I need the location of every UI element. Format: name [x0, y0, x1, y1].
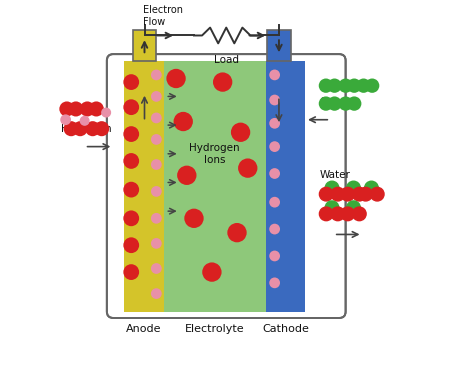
Circle shape — [338, 78, 353, 93]
Circle shape — [269, 197, 280, 208]
Circle shape — [319, 187, 333, 201]
Text: Water: Water — [319, 170, 350, 180]
Circle shape — [370, 187, 384, 201]
Circle shape — [166, 69, 186, 88]
Circle shape — [64, 121, 79, 136]
Circle shape — [328, 96, 342, 111]
Circle shape — [365, 78, 379, 93]
Text: Load: Load — [214, 55, 239, 65]
Bar — [164, 60, 266, 311]
Circle shape — [319, 207, 333, 221]
Circle shape — [59, 101, 74, 116]
Circle shape — [184, 209, 204, 228]
Circle shape — [151, 70, 162, 80]
Text: Cathode: Cathode — [262, 324, 309, 335]
Circle shape — [68, 101, 83, 116]
Circle shape — [341, 187, 355, 201]
Circle shape — [319, 96, 333, 111]
Circle shape — [269, 95, 280, 105]
Circle shape — [269, 141, 280, 152]
Circle shape — [346, 181, 360, 195]
Circle shape — [123, 237, 139, 253]
Circle shape — [338, 96, 353, 111]
Circle shape — [269, 168, 280, 179]
Circle shape — [73, 121, 88, 136]
Circle shape — [347, 78, 361, 93]
FancyBboxPatch shape — [107, 54, 346, 318]
Circle shape — [325, 201, 339, 214]
Circle shape — [328, 78, 342, 93]
Text: Hydrogen
Ions: Hydrogen Ions — [190, 143, 240, 165]
Circle shape — [151, 263, 162, 274]
Circle shape — [173, 112, 193, 131]
Circle shape — [151, 288, 162, 299]
Circle shape — [94, 121, 109, 136]
Circle shape — [231, 123, 250, 142]
Circle shape — [331, 187, 345, 201]
Bar — [133, 30, 156, 60]
Circle shape — [123, 74, 139, 90]
Circle shape — [238, 158, 257, 178]
Circle shape — [151, 91, 162, 102]
Circle shape — [269, 70, 280, 80]
Circle shape — [177, 165, 197, 185]
Bar — [267, 30, 291, 60]
Circle shape — [102, 108, 110, 117]
Circle shape — [325, 181, 339, 195]
Circle shape — [359, 187, 373, 201]
Circle shape — [80, 116, 89, 125]
Circle shape — [353, 207, 366, 221]
Circle shape — [228, 223, 246, 242]
Circle shape — [269, 251, 280, 261]
Circle shape — [356, 78, 371, 93]
Text: Electrolyte: Electrolyte — [185, 324, 245, 335]
Text: Oxygen: Oxygen — [319, 97, 360, 107]
Circle shape — [347, 96, 361, 111]
Circle shape — [269, 224, 280, 235]
Circle shape — [151, 134, 162, 145]
Circle shape — [353, 187, 366, 201]
Circle shape — [365, 181, 378, 195]
Circle shape — [151, 113, 162, 123]
Circle shape — [151, 186, 162, 197]
Circle shape — [151, 159, 162, 170]
Text: Hydrogen: Hydrogen — [61, 124, 111, 134]
Circle shape — [151, 213, 162, 224]
Circle shape — [151, 238, 162, 249]
Circle shape — [341, 207, 355, 221]
Circle shape — [80, 101, 95, 116]
Circle shape — [269, 277, 280, 288]
Circle shape — [319, 78, 333, 93]
Bar — [266, 60, 305, 311]
Circle shape — [123, 153, 139, 169]
Text: Electron
Flow: Electron Flow — [143, 5, 182, 26]
Bar — [124, 60, 164, 311]
Circle shape — [61, 115, 70, 124]
Circle shape — [123, 264, 139, 280]
Circle shape — [123, 99, 139, 115]
Circle shape — [123, 182, 139, 198]
Circle shape — [89, 101, 104, 116]
Circle shape — [123, 126, 139, 142]
Circle shape — [331, 207, 345, 221]
Circle shape — [123, 210, 139, 226]
Circle shape — [202, 262, 221, 282]
Text: Anode: Anode — [126, 324, 162, 335]
Circle shape — [213, 72, 232, 92]
Circle shape — [269, 118, 280, 129]
Circle shape — [85, 121, 100, 136]
Circle shape — [346, 201, 360, 214]
